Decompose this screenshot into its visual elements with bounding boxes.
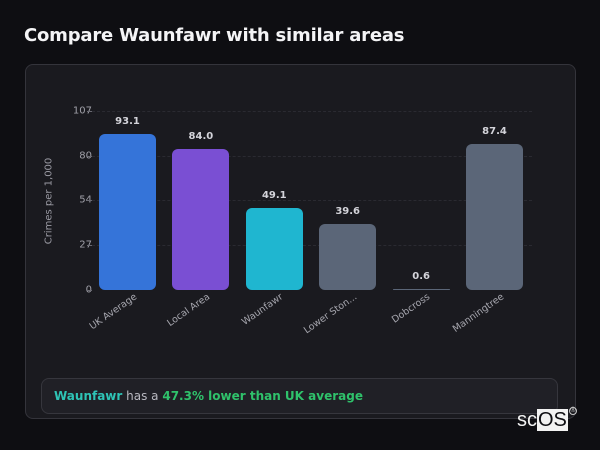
y-tick-label: 27 — [79, 239, 92, 251]
bar-waunfawr[interactable] — [245, 207, 303, 290]
bar-lower-ston[interactable] — [319, 223, 377, 290]
bar-value-label: 0.6 — [412, 270, 430, 282]
gridline — [92, 111, 532, 112]
logo-prefix: sc — [517, 409, 537, 431]
gridline — [92, 244, 532, 246]
gridline — [92, 199, 532, 201]
bar-local-area[interactable] — [172, 149, 230, 290]
summary-box: Waunfawr has a 47.3% lower than UK avera… — [41, 378, 558, 414]
y-tick-mark — [87, 199, 92, 201]
bar-value-label: 87.4 — [482, 125, 507, 137]
summary-area-name: Waunfawr — [54, 389, 123, 403]
bar-value-label: 93.1 — [115, 116, 140, 128]
bar-value-label: 39.6 — [335, 205, 361, 217]
y-axis-label: Crimes per 1,000 — [43, 157, 55, 245]
page-title: Compare Waunfawr with similar areas — [24, 25, 405, 46]
y-tick-label: 107 — [72, 105, 92, 117]
summary-text: has a — [122, 389, 163, 403]
bar-dobcross[interactable] — [392, 288, 450, 290]
bar-manningtree[interactable] — [466, 143, 523, 290]
y-tick-mark — [87, 111, 92, 112]
bar-value-label: 84.0 — [188, 131, 214, 143]
logo-highlight: OS — [537, 409, 568, 431]
bar-uk-average[interactable] — [99, 134, 156, 290]
y-tick-label: 54 — [79, 194, 92, 206]
y-tick-mark — [87, 156, 92, 158]
y-tick-mark — [87, 290, 92, 291]
y-tick-mark — [87, 244, 92, 246]
registered-mark-icon: ® — [568, 407, 577, 415]
gridline — [92, 156, 532, 158]
summary-delta: 47.3% lower than UK average — [162, 389, 363, 403]
bar-value-label: 49.1 — [261, 189, 287, 201]
y-tick-label: 80 — [79, 150, 92, 162]
scos-logo: sc OS ® — [517, 407, 577, 431]
